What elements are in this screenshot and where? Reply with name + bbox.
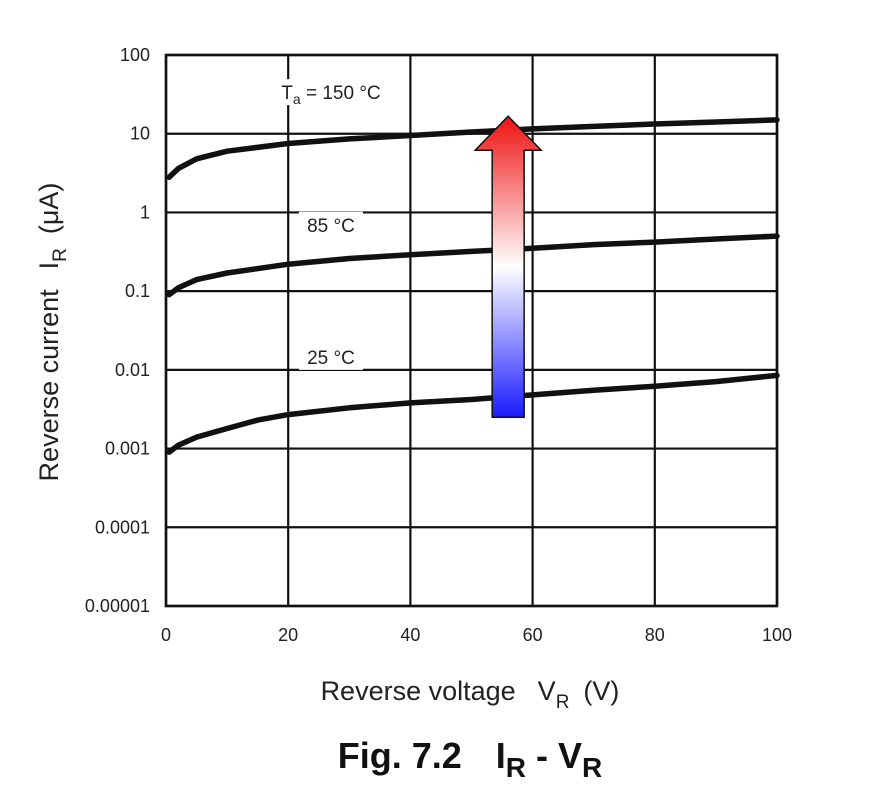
series-label-bg-2	[298, 343, 363, 370]
x-axis-label: Reverse voltage VR (V)	[321, 676, 620, 713]
curve-labels: Ta = 150 °C 85 °C 25 °C	[268, 79, 393, 370]
y-tick-label-1: 0.0001	[95, 517, 150, 537]
grid	[164, 53, 779, 608]
y-tick-label-7: 100	[120, 45, 150, 65]
series-label-0: Ta = 150 °C	[281, 83, 380, 107]
x-tick-label-5: 100	[762, 625, 792, 645]
y-tick-label-3: 0.01	[115, 360, 150, 380]
y-axis-label: Reverse currentIR(μA)	[34, 183, 71, 482]
y-tick-label-2: 0.001	[105, 439, 150, 459]
y-tick-label-5: 1	[140, 202, 150, 222]
x-tick-label-2: 40	[400, 625, 420, 645]
x-tick-label-1: 20	[278, 625, 298, 645]
series-label-1: 85 °C	[307, 216, 355, 237]
temperature-increase-arrow	[473, 115, 543, 418]
series-label-bg-1	[298, 211, 363, 238]
tick-labels: 0 20 40 60 80 100 0.00001 0.0001 0.001 0.01 0.1 1 10…	[85, 45, 792, 645]
figure-caption: Fig. 7.2 IR - VR	[338, 735, 603, 783]
y-tick-label-0: 0.00001	[85, 596, 150, 616]
y-tick-label-4: 0.1	[125, 281, 150, 301]
y-tick-label-6: 10	[130, 124, 150, 144]
temperature-arrow	[473, 115, 543, 418]
series-line-0	[166, 117, 780, 180]
series-label-bg-0	[268, 79, 393, 106]
series-label-2: 25 °C	[307, 348, 355, 369]
x-tick-label-0: 0	[161, 625, 171, 645]
x-tick-label-3: 60	[523, 625, 543, 645]
x-tick-label-4: 80	[645, 625, 665, 645]
plot-frame	[164, 53, 779, 608]
series-lines	[166, 117, 780, 455]
series-line-1	[166, 233, 780, 298]
series-line-2	[166, 372, 780, 455]
